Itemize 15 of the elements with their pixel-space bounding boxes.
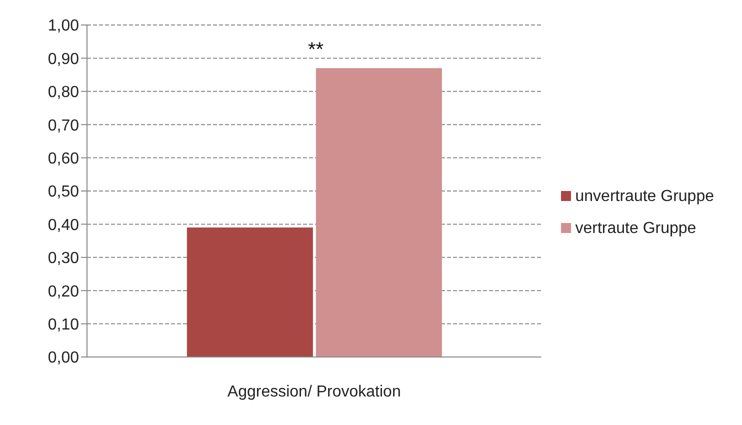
y-tick-label: 0,40 — [48, 216, 80, 234]
y-tick-label: 0,00 — [48, 350, 80, 367]
x-tick-label: Aggression/ Provokation — [227, 383, 401, 400]
y-tick-label: 0,80 — [48, 84, 80, 102]
y-tick-label: 0,70 — [48, 117, 80, 134]
y-tick-label: 0,10 — [48, 316, 80, 334]
y-tick-label: 0,90 — [48, 50, 80, 68]
annotation: ** — [308, 39, 324, 61]
legend-label: vertraute Gruppe — [575, 220, 696, 236]
legend-label: unvertraute Gruppe — [575, 188, 714, 204]
y-tick-label: 1,00 — [48, 18, 80, 35]
y-tick-label: 0,30 — [48, 250, 80, 268]
y-tick-label: 0,20 — [48, 283, 80, 300]
y-tick-label: 0,50 — [48, 184, 80, 201]
y-tick-label: 0,60 — [48, 150, 80, 168]
